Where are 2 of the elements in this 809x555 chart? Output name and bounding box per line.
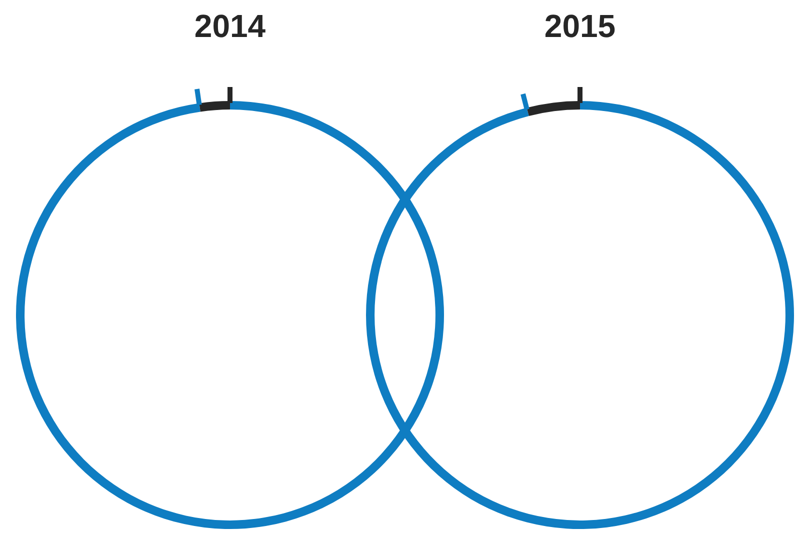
chart-title: 2015	[543, 8, 617, 45]
chart-title: 2014	[193, 8, 267, 45]
